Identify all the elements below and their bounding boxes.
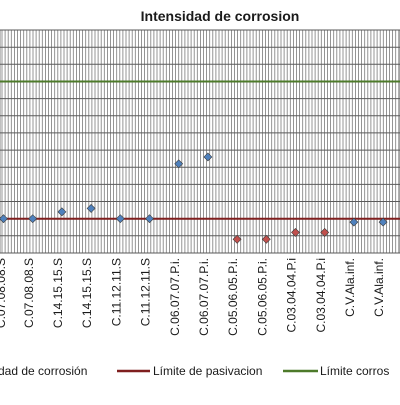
legend: dad de corrosión Límite de pasivacion Lími…	[0, 364, 389, 378]
data-point	[0, 214, 8, 224]
data-point	[57, 207, 67, 217]
x-tick-label: C.11.12.11.S	[139, 258, 153, 326]
chart-title: Intensidad de corrosion	[140, 8, 300, 24]
data-point	[203, 152, 213, 162]
x-tick-label: C.14.15.15.S	[51, 258, 65, 328]
data-point	[28, 214, 38, 224]
data-point	[232, 234, 242, 244]
legend-label: Límite de pasivacion	[153, 364, 262, 378]
x-tick-label: C.05.06.05.P.i.	[226, 258, 240, 336]
data-point	[320, 227, 330, 237]
data-point	[349, 217, 359, 227]
legend-label: dad de corrosión	[0, 364, 87, 378]
x-tick-label: C.11.12.11.S	[109, 258, 123, 326]
x-tick-label: C.06.07.07.P.i.	[197, 258, 211, 336]
data-point	[261, 234, 271, 244]
legend-label: Límite corros	[320, 364, 389, 378]
vertical-grid	[1, 30, 400, 253]
data-point	[291, 227, 300, 237]
x-tick-label: C.07.08.08.S	[0, 258, 8, 328]
x-tick-label: C.06.07.07.P.i.	[168, 258, 182, 336]
x-tick-label: C.V.Ala.inf.	[372, 258, 386, 317]
x-tick-label: C.05.06.05.P.i.	[255, 258, 269, 336]
data-point	[378, 217, 388, 227]
x-tick-label: C.14.15.15.S	[80, 258, 94, 328]
x-tick-label: C.03.04.04.P.i	[285, 258, 299, 333]
data-point	[174, 159, 184, 169]
x-tick-label: C.V.Ala.inf.	[343, 258, 357, 317]
data-point	[86, 203, 96, 213]
x-tick-label: C.03.04.04.P.i	[314, 258, 328, 333]
x-tick-label: C.07.08.08.S	[22, 258, 36, 328]
data-point	[145, 214, 154, 224]
data-point	[115, 214, 125, 224]
